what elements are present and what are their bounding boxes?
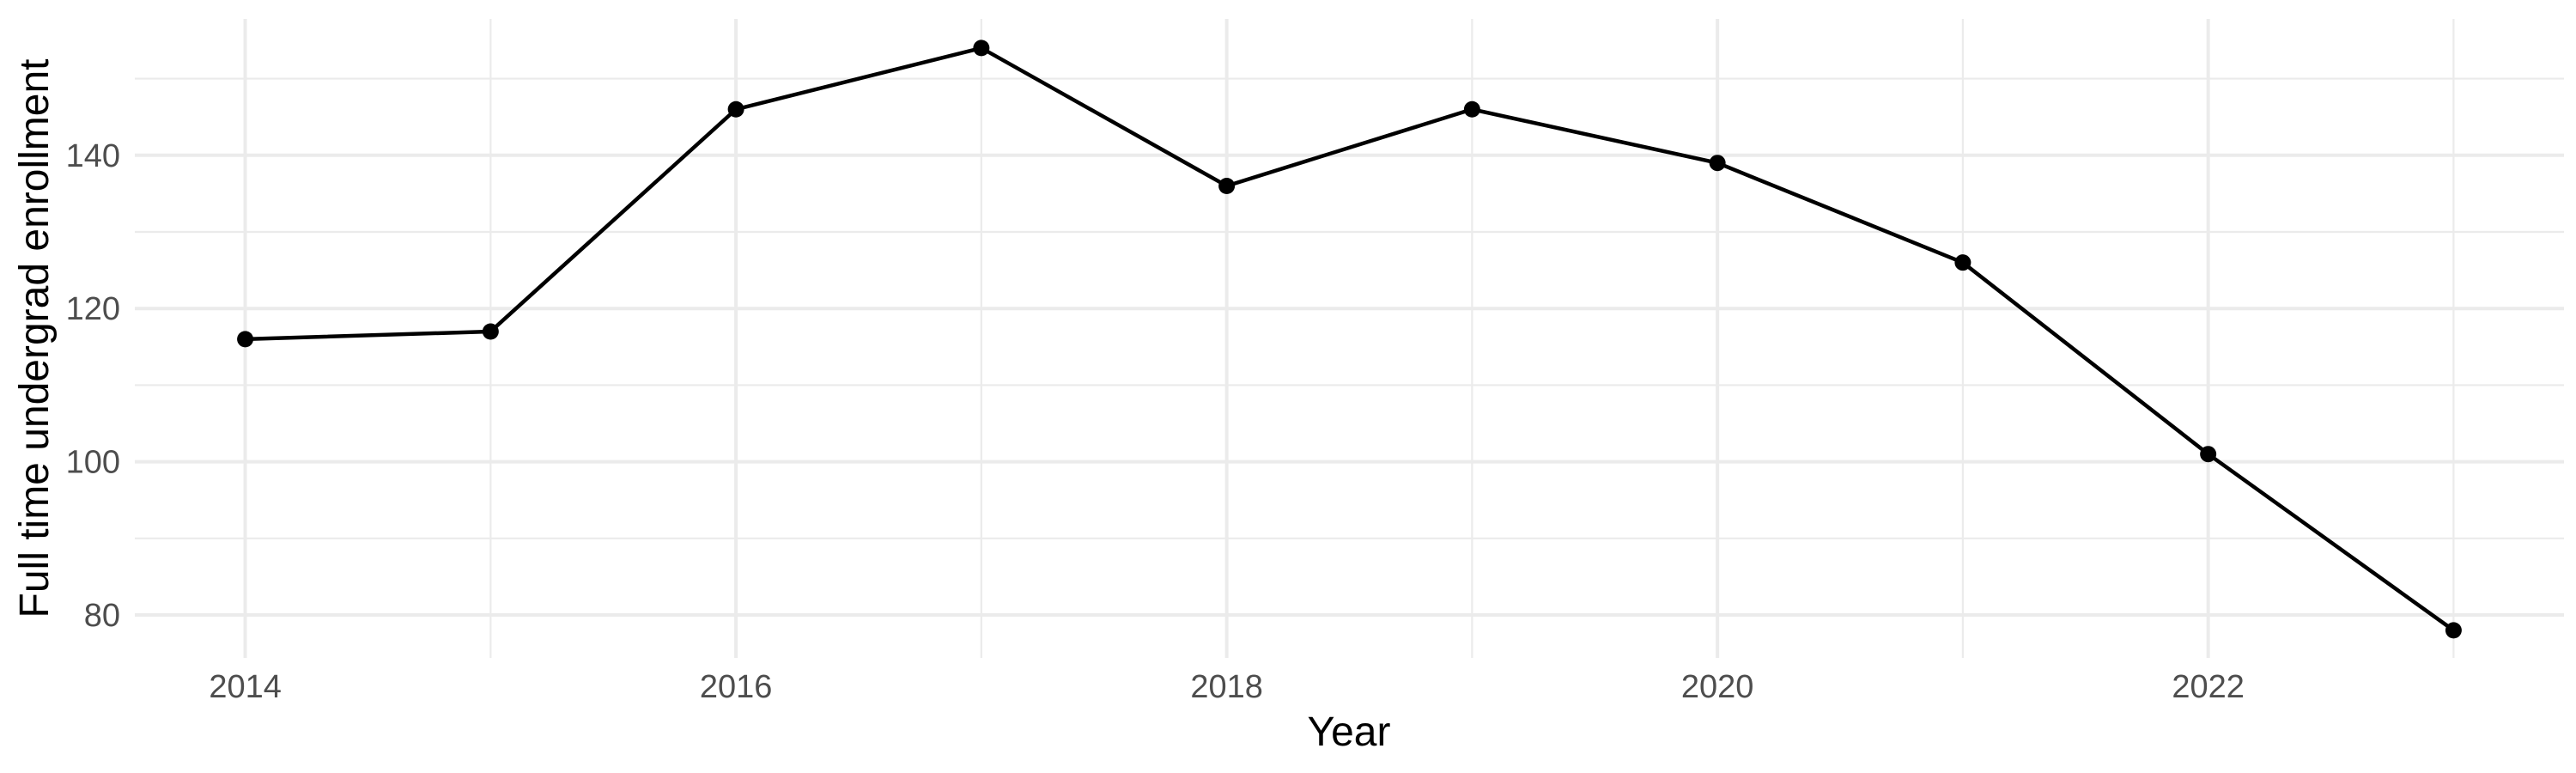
y-axis-title: Full time undergrad enrollment bbox=[12, 59, 58, 618]
data-point-2022 bbox=[2200, 446, 2217, 463]
y-tick-label: 120 bbox=[66, 291, 120, 327]
series-line bbox=[243, 46, 2456, 633]
data-point-2017 bbox=[973, 40, 990, 57]
data-point-2020 bbox=[1709, 155, 1726, 172]
x-tick-label: 2022 bbox=[2172, 669, 2245, 705]
y-tick-label: 140 bbox=[66, 138, 120, 174]
data-point-2019 bbox=[1463, 100, 1480, 118]
data-series bbox=[237, 40, 2462, 639]
x-axis-tick-labels: 2014 2016 2018 2020 2022 bbox=[209, 669, 2245, 705]
x-tick-label: 2018 bbox=[1190, 669, 1263, 705]
minor-gridlines bbox=[135, 19, 2564, 658]
y-tick-label: 100 bbox=[66, 445, 120, 481]
y-axis-tick-labels: 80 100 120 140 bbox=[66, 138, 120, 634]
data-point-2014 bbox=[237, 331, 254, 348]
data-point-2023 bbox=[2445, 622, 2462, 639]
data-point-2018 bbox=[1218, 177, 1236, 194]
data-point-2016 bbox=[727, 100, 744, 118]
x-tick-label: 2016 bbox=[700, 669, 773, 705]
x-axis-title: Year bbox=[1308, 709, 1391, 755]
y-tick-label: 80 bbox=[84, 598, 120, 634]
x-tick-label: 2020 bbox=[1681, 669, 1754, 705]
data-point-2015 bbox=[482, 323, 499, 340]
major-gridlines bbox=[135, 19, 2564, 658]
data-point-2021 bbox=[1954, 254, 1971, 271]
x-tick-label: 2014 bbox=[209, 669, 282, 705]
